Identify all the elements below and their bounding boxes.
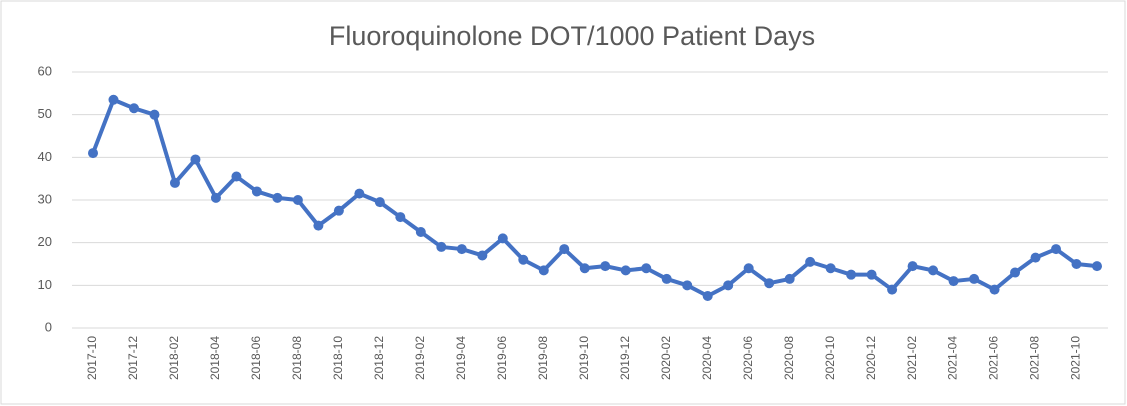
x-tick-label: 2018-10 (331, 336, 345, 380)
x-tick-label: 2018-12 (372, 336, 386, 380)
point (518, 254, 529, 265)
x-tick-label: 2018-04 (208, 336, 222, 380)
y-tick-label: 10 (38, 277, 52, 292)
x-tick-label: 2020-10 (823, 336, 837, 380)
x-tick-label: 2021-04 (946, 336, 960, 380)
point (866, 269, 877, 280)
point (251, 186, 262, 197)
point (436, 241, 447, 252)
point (989, 284, 1000, 295)
point (620, 265, 631, 276)
point (88, 148, 98, 159)
x-tick-label: 2021-08 (1028, 336, 1042, 380)
point (169, 177, 180, 188)
point (661, 273, 672, 284)
x-tick-label: 2020-04 (700, 336, 714, 380)
x-tick-label: 2021-06 (987, 336, 1001, 380)
point (907, 261, 918, 272)
point (784, 273, 795, 284)
point (641, 263, 652, 274)
point (702, 291, 713, 301)
x-tick-label: 2019-06 (495, 336, 509, 380)
point (1030, 252, 1041, 263)
x-tick-label: 2019-04 (454, 336, 468, 380)
point (600, 261, 611, 272)
point (210, 192, 221, 203)
y-tick-label: 0 (45, 319, 52, 334)
x-tick-label: 2021-02 (905, 336, 919, 380)
point (190, 154, 201, 165)
point (579, 263, 590, 274)
point (231, 171, 242, 182)
x-tick-label: 2019-08 (536, 336, 550, 380)
point (559, 244, 570, 255)
y-tick-label: 40 (38, 149, 52, 164)
x-tick-label: 2017-10 (85, 336, 99, 380)
point (538, 265, 549, 276)
point (1092, 261, 1102, 272)
point (333, 205, 344, 216)
point (723, 280, 734, 291)
chart-title: Fluoroquinolone DOT/1000 Patient Days (329, 21, 815, 51)
x-tick-label: 2020-06 (741, 336, 755, 380)
point (313, 220, 324, 231)
point (497, 233, 508, 244)
point (108, 94, 119, 105)
point (1051, 244, 1062, 255)
point (477, 250, 488, 261)
point (1071, 259, 1082, 269)
point (682, 280, 693, 291)
point (354, 188, 365, 199)
point (456, 244, 467, 255)
point (825, 263, 836, 274)
x-tick-label: 2019-10 (577, 336, 591, 380)
point (928, 265, 939, 276)
x-tick-label: 2018-08 (290, 336, 304, 380)
y-tick-label: 50 (38, 106, 52, 121)
point (846, 269, 857, 280)
point (1010, 267, 1021, 278)
y-tick-label: 20 (38, 234, 52, 249)
point (374, 197, 385, 208)
point (887, 284, 898, 295)
x-tick-label: 2017-12 (126, 336, 140, 380)
x-tick-label: 2020-12 (864, 336, 878, 380)
x-tick-label: 2020-08 (782, 336, 796, 380)
x-tick-label: 2018-06 (249, 336, 263, 380)
point (805, 256, 816, 267)
y-tick-label: 30 (38, 191, 52, 206)
y-tick-label: 60 (38, 63, 52, 78)
point (969, 273, 980, 284)
point (149, 109, 160, 120)
x-tick-label: 2020-02 (659, 336, 673, 380)
x-tick-label: 2021-10 (1069, 336, 1083, 380)
point (764, 278, 775, 289)
point (395, 212, 406, 223)
point (272, 192, 283, 203)
x-tick-label: 2019-02 (413, 336, 427, 380)
x-tick-label: 2018-02 (167, 336, 181, 380)
point (292, 195, 303, 205)
x-tick-label: 2019-12 (618, 336, 632, 380)
point (948, 276, 959, 287)
point (743, 263, 754, 274)
point (128, 103, 139, 114)
point (415, 227, 426, 237)
